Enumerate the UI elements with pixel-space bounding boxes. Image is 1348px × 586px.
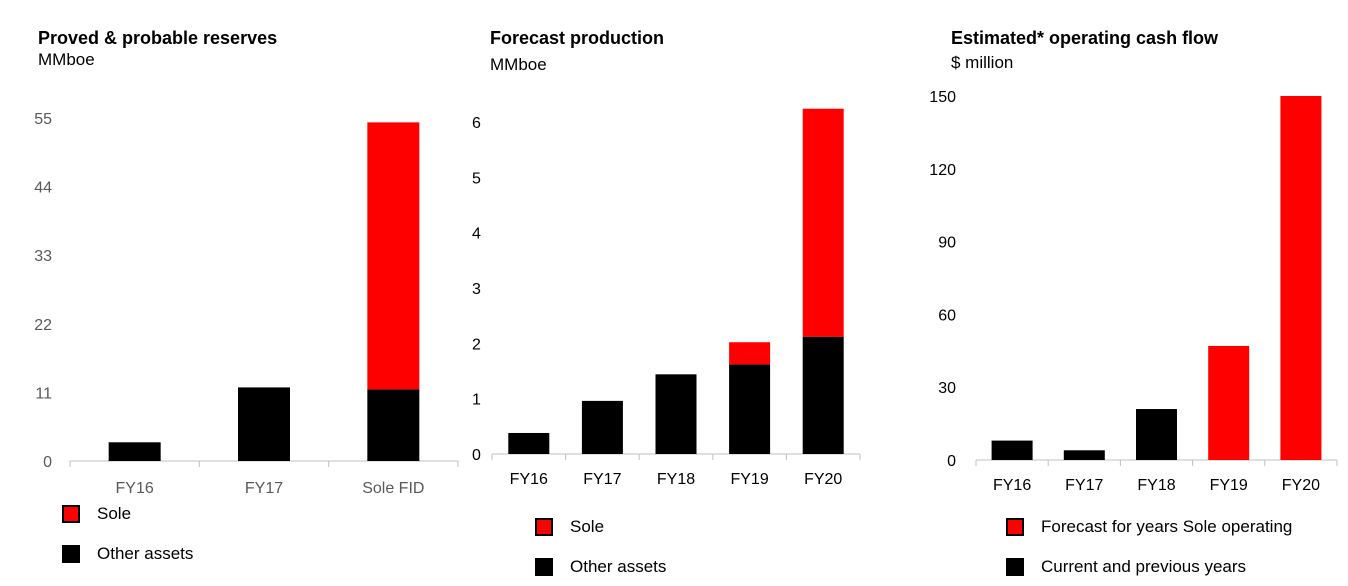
plot-area: 0 30 60 90 120 150 FY16 FY17 FY18 FY19 FY20 bbox=[929, 89, 1338, 494]
y-tick-label: 30 bbox=[938, 380, 956, 397]
legend-label: Other assets bbox=[97, 544, 194, 563]
chart-panel-cashflow: Estimated* operating cash flow $ million… bbox=[910, 0, 1348, 586]
bar-other-assets bbox=[729, 364, 771, 454]
legend-swatch-other bbox=[1006, 558, 1024, 576]
y-tick-label: 1 bbox=[472, 392, 481, 409]
bar-current-and-previous-years bbox=[1063, 450, 1105, 460]
y-tick-label: 120 bbox=[929, 162, 956, 179]
x-tick-label: Sole FID bbox=[362, 480, 424, 497]
bar-sole bbox=[802, 108, 844, 337]
legend-swatch-sole bbox=[62, 505, 80, 523]
legend-swatch-other bbox=[62, 545, 80, 563]
x-tick-label: FY16 bbox=[993, 477, 1031, 494]
legend-label: Sole bbox=[97, 504, 132, 523]
bar-forecast-for-years-sole-operating bbox=[1280, 96, 1322, 460]
y-tick-label: 22 bbox=[34, 317, 52, 334]
y-tick-label: 33 bbox=[34, 248, 52, 265]
x-tick-label: FY18 bbox=[657, 471, 695, 488]
legend-label: Sole bbox=[570, 517, 605, 536]
y-tick-label: 0 bbox=[947, 453, 956, 470]
legend-swatch-sole bbox=[1006, 518, 1024, 536]
plot-area: 0 11 22 33 44 55 FY16 FY17 Sole FID bbox=[34, 111, 459, 497]
x-tick-label: FY19 bbox=[730, 471, 768, 488]
x-tick-label: FY17 bbox=[1065, 477, 1103, 494]
x-tick-label: FY16 bbox=[510, 471, 548, 488]
legend-swatch-other bbox=[535, 558, 553, 576]
x-tick-label: FY18 bbox=[1137, 477, 1175, 494]
bar-other-assets bbox=[655, 374, 697, 454]
y-tick-label: 60 bbox=[938, 307, 956, 324]
y-tick-label: 90 bbox=[938, 235, 956, 252]
legend-label: Other assets bbox=[570, 557, 667, 576]
bar-current-and-previous-years bbox=[1136, 409, 1177, 460]
bar-other-assets bbox=[581, 400, 623, 454]
x-tick-label: FY20 bbox=[804, 471, 842, 488]
x-tick-label: FY20 bbox=[1282, 477, 1320, 494]
y-tick-label: 4 bbox=[472, 226, 481, 243]
plot-area: 0 1 2 3 4 5 6 FY16 FY17 FY18 FY19 FY20 bbox=[472, 108, 861, 488]
legend-item: Forecast for years Sole operating bbox=[1006, 515, 1292, 539]
bar-other-assets bbox=[508, 432, 550, 454]
chart-panel-production: Forecast production MMboe 0 1 2 3 4 5 6 FY16 FY1… bbox=[470, 0, 910, 586]
x-tick-label: FY16 bbox=[116, 480, 154, 497]
bar-other-assets bbox=[802, 336, 844, 454]
y-tick-label: 11 bbox=[35, 385, 52, 402]
chart-subtitle: MMboe bbox=[38, 50, 95, 69]
y-tick-label: 0 bbox=[472, 447, 481, 464]
x-tick-label: FY19 bbox=[1210, 477, 1248, 494]
bar-sole bbox=[367, 122, 420, 390]
bar-other-assets bbox=[367, 389, 420, 461]
bar-sole bbox=[729, 342, 771, 365]
chart-title: Estimated* operating cash flow bbox=[951, 28, 1219, 48]
x-tick-label: FY17 bbox=[245, 480, 283, 497]
legend-item: Other assets bbox=[535, 555, 666, 579]
legend-item: Sole bbox=[535, 515, 604, 539]
y-tick-label: 150 bbox=[929, 89, 956, 106]
x-tick-label: FY17 bbox=[583, 471, 621, 488]
y-tick-label: 0 bbox=[43, 454, 52, 471]
y-tick-label: 2 bbox=[472, 336, 481, 353]
bar-other-assets bbox=[238, 387, 290, 461]
y-tick-label: 6 bbox=[472, 115, 481, 132]
legend-item: Other assets bbox=[62, 542, 193, 566]
legend-label: Current and previous years bbox=[1041, 557, 1247, 576]
y-tick-label: 3 bbox=[472, 281, 481, 298]
y-tick-label: 55 bbox=[34, 111, 52, 128]
legend-swatch-sole bbox=[535, 518, 553, 536]
legend-item: Sole bbox=[62, 502, 131, 526]
legend-label: Forecast for years Sole operating bbox=[1041, 517, 1293, 536]
chart-panel-reserves: Proved & probable reserves MMboe 0 11 22 33… bbox=[0, 0, 470, 586]
legend-item: Current and previous years bbox=[1006, 555, 1246, 579]
bar-other-assets bbox=[108, 442, 161, 461]
chart-subtitle: $ million bbox=[951, 53, 1014, 72]
y-tick-label: 44 bbox=[34, 180, 52, 197]
bar-current-and-previous-years bbox=[991, 440, 1033, 460]
chart-title: Proved & probable reserves bbox=[38, 28, 278, 48]
y-tick-label: 5 bbox=[472, 170, 481, 187]
chart-title: Forecast production bbox=[490, 28, 665, 48]
chart-subtitle: MMboe bbox=[490, 55, 547, 74]
bar-forecast-for-years-sole-operating bbox=[1208, 345, 1250, 460]
